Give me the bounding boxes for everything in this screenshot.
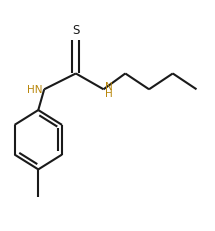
Text: S: S (72, 24, 80, 37)
Text: HN: HN (27, 85, 43, 94)
Text: N: N (105, 81, 113, 91)
Text: H: H (105, 88, 113, 98)
